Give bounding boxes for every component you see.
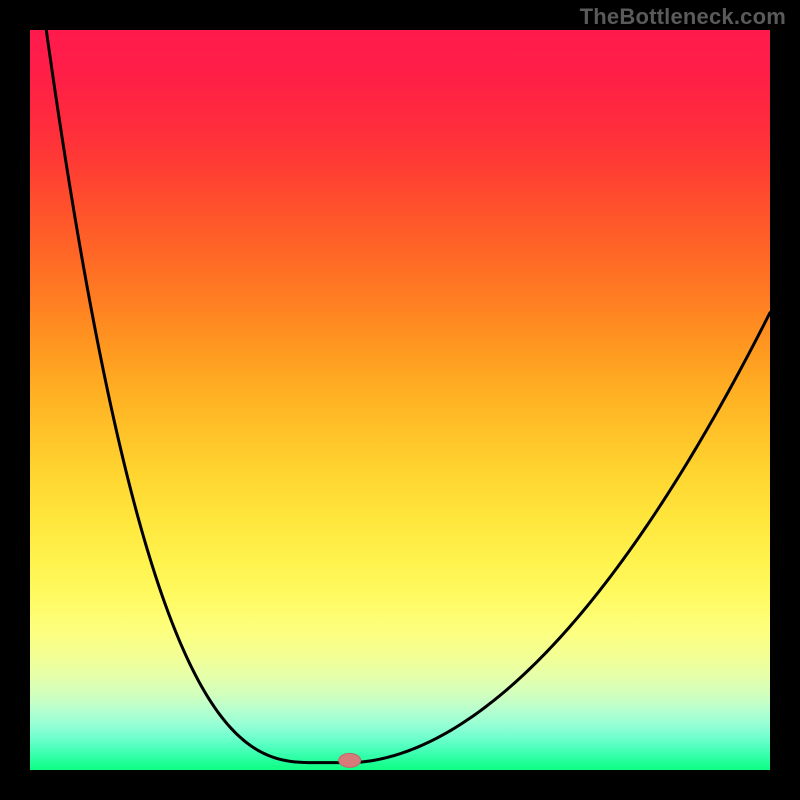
bottleneck-chart	[0, 0, 800, 800]
optimal-point-marker	[339, 753, 361, 767]
gradient-plot-area	[30, 30, 770, 770]
watermark-text: TheBottleneck.com	[580, 4, 786, 30]
